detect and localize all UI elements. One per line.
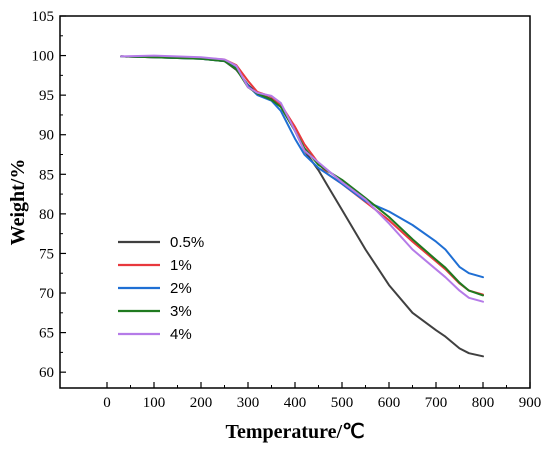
x-axis-title: Temperature/℃	[225, 421, 364, 443]
y-tick-label: 75	[39, 246, 54, 262]
axis-ticks	[60, 15, 531, 388]
y-tick-label: 95	[39, 88, 54, 104]
y-tick-label: 100	[32, 49, 55, 65]
x-tick-label: 900	[519, 395, 542, 411]
y-tick-label: 65	[39, 326, 54, 342]
x-tick-label: 300	[237, 395, 260, 411]
legend-label: 3%	[170, 303, 192, 320]
y-tick-label: 70	[39, 286, 54, 302]
legend-label: 2%	[170, 280, 192, 297]
x-tick-label: 200	[190, 395, 213, 411]
legend-label: 1%	[170, 257, 192, 274]
legend-label: 0.5%	[170, 234, 204, 251]
series-line-4	[120, 54, 484, 303]
x-tick-label: 100	[143, 395, 166, 411]
y-tick-label: 60	[39, 365, 54, 381]
tick-labels: 0 100 200 300 400 500 600 700 800 900 60 65 70 75 80 85…	[32, 9, 542, 411]
x-tick-label: 800	[472, 395, 495, 411]
legend-label: 4%	[170, 326, 192, 343]
y-tick-label: 90	[39, 128, 54, 144]
x-tick-label: 700	[425, 395, 448, 411]
x-tick-label: 600	[378, 395, 401, 411]
y-tick-label: 105	[32, 9, 55, 25]
x-tick-label: 0	[103, 395, 111, 411]
plot-frame	[59, 15, 531, 389]
x-tick-label: 400	[284, 395, 307, 411]
y-tick-label: 85	[39, 167, 54, 183]
x-tick-label: 500	[331, 395, 354, 411]
legend: 0.5% 1% 2% 3% 4%	[118, 234, 204, 343]
series-lines	[120, 54, 484, 358]
y-axis-title: Weight/%	[7, 159, 29, 246]
y-tick-label: 80	[39, 207, 54, 223]
